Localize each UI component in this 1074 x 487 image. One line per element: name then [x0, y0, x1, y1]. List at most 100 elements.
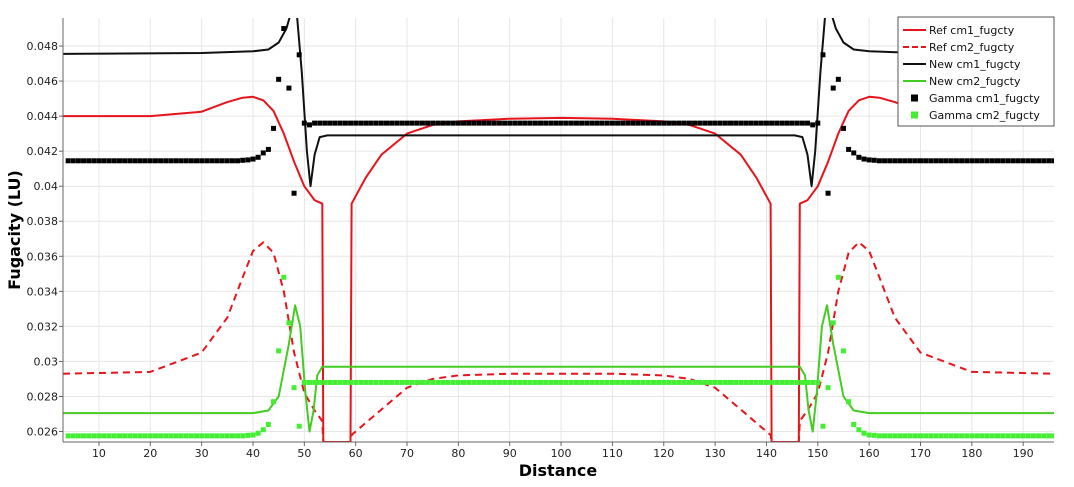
data-point	[101, 433, 107, 439]
data-point	[507, 120, 513, 126]
data-point	[609, 120, 615, 126]
data-point	[496, 120, 502, 126]
data-point	[712, 120, 718, 126]
x-tick-label: 80	[451, 447, 465, 460]
data-point	[461, 120, 467, 126]
data-point	[753, 379, 759, 385]
data-point	[964, 433, 970, 439]
data-point	[1020, 158, 1026, 164]
data-point	[173, 433, 179, 439]
data-point	[1041, 158, 1047, 164]
data-point	[445, 120, 451, 126]
data-point	[517, 120, 523, 126]
data-point	[183, 433, 189, 439]
data-point	[229, 433, 235, 439]
data-point	[753, 120, 759, 126]
data-point	[1030, 158, 1036, 164]
data-point	[640, 379, 646, 385]
data-point	[163, 433, 169, 439]
data-point	[763, 120, 769, 126]
data-point	[1025, 433, 1031, 439]
y-tick-label: 0.048	[27, 40, 59, 53]
data-point	[964, 158, 970, 164]
data-point	[728, 379, 734, 385]
data-point	[943, 433, 949, 439]
data-point	[532, 379, 538, 385]
data-point	[917, 158, 923, 164]
data-point	[255, 430, 261, 436]
data-point	[440, 120, 446, 126]
data-point	[65, 433, 71, 439]
x-tick-label: 40	[246, 447, 260, 460]
data-point	[835, 76, 841, 82]
data-point	[1000, 158, 1006, 164]
legend-entry: New cm2_fugcty	[903, 75, 1021, 88]
data-point	[348, 379, 354, 385]
data-point	[820, 423, 826, 429]
legend-swatch	[911, 94, 918, 102]
data-point	[86, 433, 92, 439]
data-point	[199, 158, 205, 164]
data-point	[650, 379, 656, 385]
data-point	[933, 433, 939, 439]
data-point	[568, 120, 574, 126]
data-point	[425, 379, 431, 385]
data-point	[789, 379, 795, 385]
data-point	[661, 120, 667, 126]
data-point	[769, 120, 775, 126]
data-point	[96, 433, 102, 439]
data-point	[194, 433, 200, 439]
data-point	[378, 379, 384, 385]
data-point	[917, 433, 923, 439]
data-point	[599, 379, 605, 385]
data-point	[953, 433, 959, 439]
data-point	[158, 433, 164, 439]
data-point	[332, 379, 338, 385]
data-point	[661, 379, 667, 385]
data-point	[296, 52, 302, 58]
data-point	[327, 379, 333, 385]
legend-entry: New cm1_fugcty	[903, 58, 1021, 71]
data-point	[563, 379, 569, 385]
data-point	[209, 158, 215, 164]
data-point	[861, 430, 867, 436]
data-point	[579, 120, 585, 126]
data-point	[522, 120, 528, 126]
data-point	[538, 379, 544, 385]
legend-label: Ref cm2_fugcty	[929, 41, 1015, 54]
data-point	[430, 120, 436, 126]
x-tick-label: 70	[400, 447, 414, 460]
data-point	[317, 379, 323, 385]
data-point	[409, 120, 415, 126]
axes	[62, 18, 1054, 443]
data-point	[81, 433, 87, 439]
data-point	[851, 421, 857, 427]
data-point	[912, 158, 918, 164]
data-point	[168, 158, 174, 164]
data-point	[1005, 433, 1011, 439]
x-tick-label: 140	[756, 447, 777, 460]
data-point	[1015, 433, 1021, 439]
data-point	[502, 379, 508, 385]
data-point	[286, 320, 292, 326]
data-point	[1015, 158, 1021, 164]
data-point	[306, 122, 312, 128]
data-point	[250, 432, 256, 438]
data-point	[255, 154, 261, 160]
data-point	[276, 348, 282, 354]
data-point	[548, 379, 554, 385]
data-point	[892, 433, 898, 439]
data-point	[676, 120, 682, 126]
data-point	[656, 120, 662, 126]
data-point	[697, 120, 703, 126]
data-point	[974, 433, 980, 439]
data-point	[615, 120, 621, 126]
series-layer	[63, 18, 1054, 442]
data-point	[743, 379, 749, 385]
x-tick-label: 90	[503, 447, 517, 460]
data-point	[245, 157, 251, 163]
data-point	[774, 379, 780, 385]
data-point	[722, 120, 728, 126]
data-point	[235, 433, 241, 439]
data-point	[928, 433, 934, 439]
